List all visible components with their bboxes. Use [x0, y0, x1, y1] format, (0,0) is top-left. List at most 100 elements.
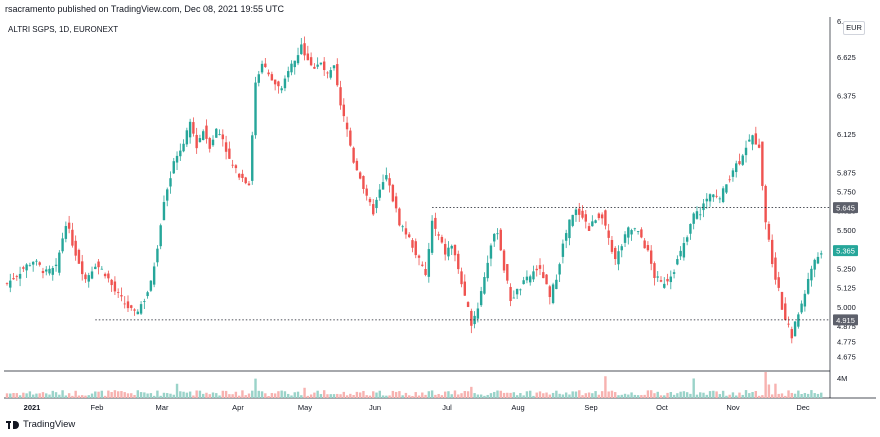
volume-bar	[489, 393, 493, 398]
candle-body	[411, 240, 414, 248]
volume-bar	[427, 391, 431, 398]
volume-bar	[280, 390, 283, 398]
candle-body	[702, 203, 705, 211]
volume-bar	[793, 393, 797, 398]
candle-body	[476, 308, 480, 319]
candle-body	[663, 283, 666, 288]
volume-bar	[45, 393, 48, 398]
price-tick-label: 5.000	[837, 303, 856, 312]
volume-bar	[195, 390, 198, 398]
volume-bar	[633, 394, 637, 398]
candle-body	[793, 321, 797, 337]
volume-bar	[561, 394, 565, 398]
candle-body	[443, 243, 447, 255]
volume-bar	[38, 393, 41, 398]
candle-body	[133, 309, 136, 311]
volume-bar	[699, 392, 702, 398]
candle-body	[761, 141, 764, 186]
price-tick-label: 4.875	[837, 322, 856, 331]
candle-body	[424, 269, 427, 275]
volume-bar	[130, 393, 133, 398]
tradingview-brand: TradingView	[23, 419, 76, 430]
volume-bar	[179, 391, 182, 398]
candle-body	[450, 245, 453, 249]
volume-bar	[260, 391, 264, 398]
volume-bar	[247, 393, 251, 398]
candle-body	[90, 271, 94, 279]
candle-body	[156, 248, 159, 263]
volume-bar	[15, 393, 19, 398]
volume-bar	[614, 392, 617, 398]
volume-bar	[355, 391, 359, 398]
candle-body	[568, 219, 571, 239]
volume-bar	[273, 393, 277, 398]
candle-body	[130, 305, 133, 308]
volume-bar	[362, 390, 365, 398]
volume-bar	[290, 395, 293, 398]
volume-bar	[28, 391, 32, 398]
volume-bar	[770, 394, 774, 398]
volume-bar	[685, 392, 689, 398]
candle-body	[800, 303, 803, 313]
candle-body	[614, 247, 617, 260]
volume-bar	[391, 390, 395, 398]
currency-button[interactable]: EUR	[843, 21, 865, 35]
volume-bar	[751, 392, 754, 398]
candle-body	[87, 275, 90, 282]
volume-bar	[264, 393, 267, 398]
candle-body	[296, 55, 300, 64]
volume-bar	[234, 391, 238, 398]
volume-bar	[309, 394, 313, 398]
candle-body	[12, 278, 15, 280]
volume-bar	[604, 376, 607, 398]
time-tick-label: Mar	[156, 403, 169, 412]
candle-body	[41, 270, 45, 274]
tradingview-footer[interactable]: TradingView	[6, 419, 75, 430]
volume-bar	[731, 392, 735, 398]
volume-bar	[721, 390, 725, 398]
volume-bar	[597, 394, 601, 398]
candle-body	[434, 217, 437, 229]
price-tick-label: 6.	[837, 17, 843, 26]
candle-body	[797, 314, 800, 327]
volume-bar	[457, 394, 460, 398]
volume-bar	[77, 395, 81, 398]
volume-bar	[787, 390, 790, 398]
volume-bar	[522, 395, 525, 398]
candle-body	[195, 134, 198, 149]
candle-body	[679, 250, 682, 257]
volume-bar	[159, 395, 162, 398]
volume-bar	[813, 393, 816, 398]
candle-body	[5, 283, 9, 285]
price-tick-label: 6.125	[837, 130, 856, 139]
candle-body	[578, 208, 581, 215]
volume-bar	[404, 392, 408, 398]
price-tick-label: 4.775	[837, 337, 856, 346]
candle-body	[555, 279, 558, 290]
candle-body	[322, 61, 326, 71]
price-tag-bg	[833, 245, 858, 257]
candle-body	[457, 253, 460, 270]
volume-bar	[316, 390, 319, 398]
candle-body	[630, 230, 633, 235]
volume-bar	[610, 390, 614, 398]
volume-bar	[228, 394, 231, 398]
candle-body	[627, 227, 630, 238]
candle-body	[414, 241, 417, 256]
volume-bar	[97, 391, 100, 398]
candle-body	[813, 259, 816, 270]
candle-body	[244, 177, 247, 184]
volume-bar	[64, 395, 68, 398]
candle-body	[417, 255, 421, 258]
candle-body	[659, 280, 663, 282]
volume-bar	[669, 392, 673, 398]
candle-body	[293, 60, 296, 68]
volume-bar	[90, 393, 94, 398]
candle-body	[810, 268, 813, 281]
candle-body	[18, 273, 22, 279]
candle-body	[496, 233, 499, 235]
candle-body	[355, 160, 359, 171]
volume-bar	[110, 392, 113, 398]
volume-bar	[339, 394, 342, 398]
